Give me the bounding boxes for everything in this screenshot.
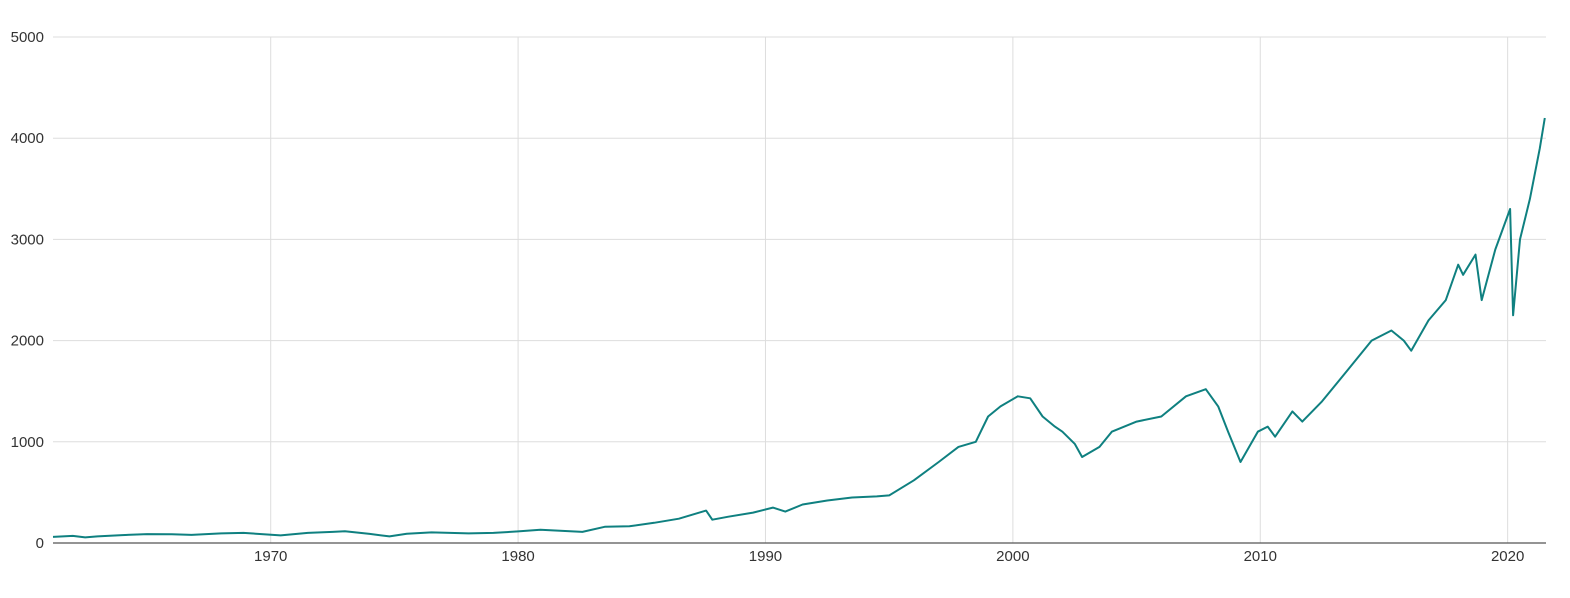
y-tick-label: 5000	[11, 29, 44, 46]
x-tick-label: 1970	[254, 548, 287, 565]
x-tick-label: 1990	[749, 548, 782, 565]
y-tick-label: 1000	[11, 434, 44, 451]
y-tick-label: 3000	[11, 231, 44, 248]
y-tick-label: 0	[36, 535, 44, 552]
y-tick-label: 4000	[11, 130, 44, 147]
grid-lines	[53, 36, 1546, 543]
x-tick-label: 1980	[501, 548, 534, 565]
y-axis-tick-labels: 0 1000 2000 3000 4000 5000	[11, 29, 44, 552]
x-tick-label: 2020	[1491, 548, 1524, 565]
y-tick-label: 2000	[11, 333, 44, 350]
x-tick-label: 2010	[1244, 548, 1277, 565]
series-line	[52, 117, 1546, 539]
x-tick-label: 2000	[996, 548, 1029, 565]
x-axis-tick-labels: 1970 1980 1990 2000 2010 2020	[254, 548, 1524, 565]
